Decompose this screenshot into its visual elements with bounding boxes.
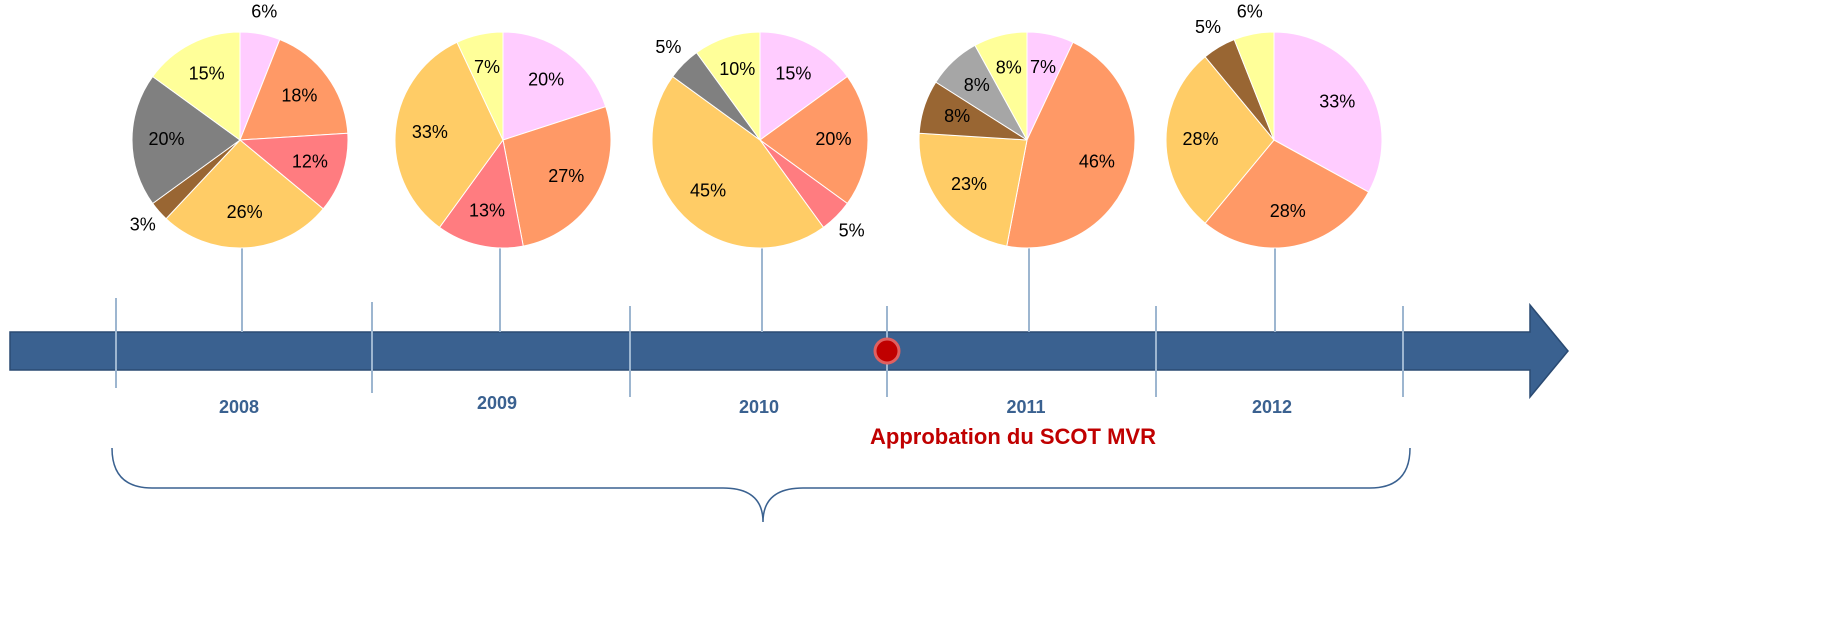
year-label: 2008 <box>219 397 259 417</box>
approval-marker <box>873 337 901 365</box>
slice-label: 7% <box>1030 57 1056 77</box>
slice-label: 12% <box>292 151 328 171</box>
year-label: 2011 <box>1006 397 1045 417</box>
year-label: 2012 <box>1252 397 1292 417</box>
slice-label: 6% <box>1237 1 1263 21</box>
pie-slice <box>502 105 612 247</box>
slice-label: 28% <box>1183 129 1219 149</box>
slice-label: 20% <box>149 129 185 149</box>
pie-slice <box>239 38 349 141</box>
slice-label: 6% <box>251 1 277 21</box>
timeline-arrow <box>9 302 1569 400</box>
slice-label: 5% <box>839 220 865 240</box>
pie-slice <box>695 31 761 142</box>
pie-slice <box>456 31 504 141</box>
slice-label: 15% <box>189 63 225 83</box>
year-label: 2010 <box>739 397 779 417</box>
pie-slice <box>1233 31 1275 141</box>
slice-label: 20% <box>528 69 564 89</box>
pie-slice <box>131 75 241 205</box>
pie-slice <box>974 31 1028 141</box>
slice-label: 26% <box>227 202 263 222</box>
pie-slice <box>151 31 241 141</box>
pie-slice <box>759 75 869 205</box>
slice-label: 33% <box>1319 91 1355 111</box>
pie-slice <box>394 41 504 229</box>
slice-label: 13% <box>469 200 505 220</box>
slice-label: 28% <box>1270 201 1306 221</box>
slice-label: 15% <box>775 63 811 83</box>
pie-slice <box>1273 31 1383 193</box>
annotation: Approbation du SCOT MVR <box>870 424 1156 449</box>
pie-slice <box>918 132 1028 247</box>
pie-slice <box>502 31 607 141</box>
slice-label: 7% <box>474 57 500 77</box>
slice-label: 8% <box>944 106 970 126</box>
year-label: 2009 <box>477 393 517 413</box>
brace <box>111 447 1411 523</box>
slice-label: 8% <box>996 58 1022 78</box>
pie-slice <box>238 132 349 210</box>
slice-label: 3% <box>130 214 156 234</box>
pie-slice <box>1165 56 1275 224</box>
pie-slice <box>651 75 825 249</box>
pie-slice <box>438 138 524 249</box>
pie-slice <box>165 139 324 249</box>
slice-label: 45% <box>690 181 726 201</box>
slice-label: 8% <box>964 75 990 95</box>
slice-label: 5% <box>655 37 681 57</box>
slice-label: 33% <box>412 122 448 142</box>
slice-label: 27% <box>548 166 584 186</box>
pie-slice <box>759 31 849 141</box>
pie-slice <box>1204 139 1370 249</box>
slice-label: 46% <box>1079 151 1115 171</box>
slice-label: 10% <box>719 59 755 79</box>
slice-label: 20% <box>815 129 851 149</box>
slice-label: 23% <box>951 174 987 194</box>
pie-slice <box>1006 41 1136 249</box>
timeline-ticks <box>115 298 1404 397</box>
slice-label: 5% <box>1195 17 1221 37</box>
slice-label: 18% <box>281 86 317 106</box>
